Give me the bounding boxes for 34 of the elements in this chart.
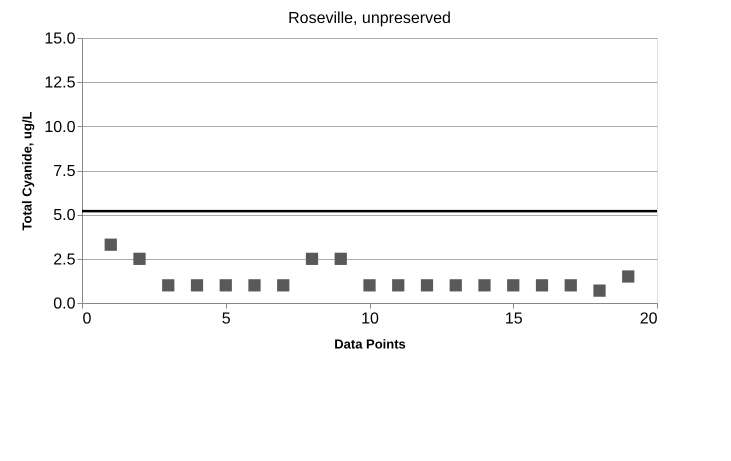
y-tick-label: 7.5: [53, 163, 76, 180]
y-tick-label: 0.0: [53, 296, 76, 312]
point: [564, 279, 577, 292]
x-tick-label: 5: [222, 310, 231, 328]
y-axis-title: Total Cyanide, ug/L: [19, 111, 34, 230]
point: [420, 279, 434, 292]
y-tick-label: 15.0: [44, 30, 76, 48]
point: [478, 279, 491, 292]
x-tick-label: 10: [361, 310, 379, 328]
y-tick-label: 12.5: [44, 74, 76, 92]
y-tick-label: 2.5: [53, 251, 76, 268]
x-tick-label: 15: [504, 310, 523, 328]
x-axis-title: Data Points: [334, 336, 406, 352]
y-tick-label: 5.0: [53, 207, 76, 224]
x-tick-label: 20: [640, 310, 658, 328]
point: [593, 284, 606, 297]
point: [622, 270, 634, 283]
y-tick-label: 10.0: [44, 118, 76, 136]
point: [392, 279, 404, 292]
point: [536, 279, 548, 292]
point: [507, 279, 520, 292]
point: [248, 279, 261, 292]
chart-title: Roseville, unpreserved: [288, 10, 451, 27]
point: [104, 238, 117, 251]
point: [306, 252, 318, 265]
point: [220, 279, 232, 292]
point: [190, 279, 204, 292]
point: [363, 279, 376, 292]
x-tick-label: 0: [82, 310, 92, 328]
point: [450, 279, 462, 292]
point: [277, 279, 290, 292]
point: [133, 252, 146, 265]
point: [162, 279, 174, 292]
point: [334, 252, 347, 265]
